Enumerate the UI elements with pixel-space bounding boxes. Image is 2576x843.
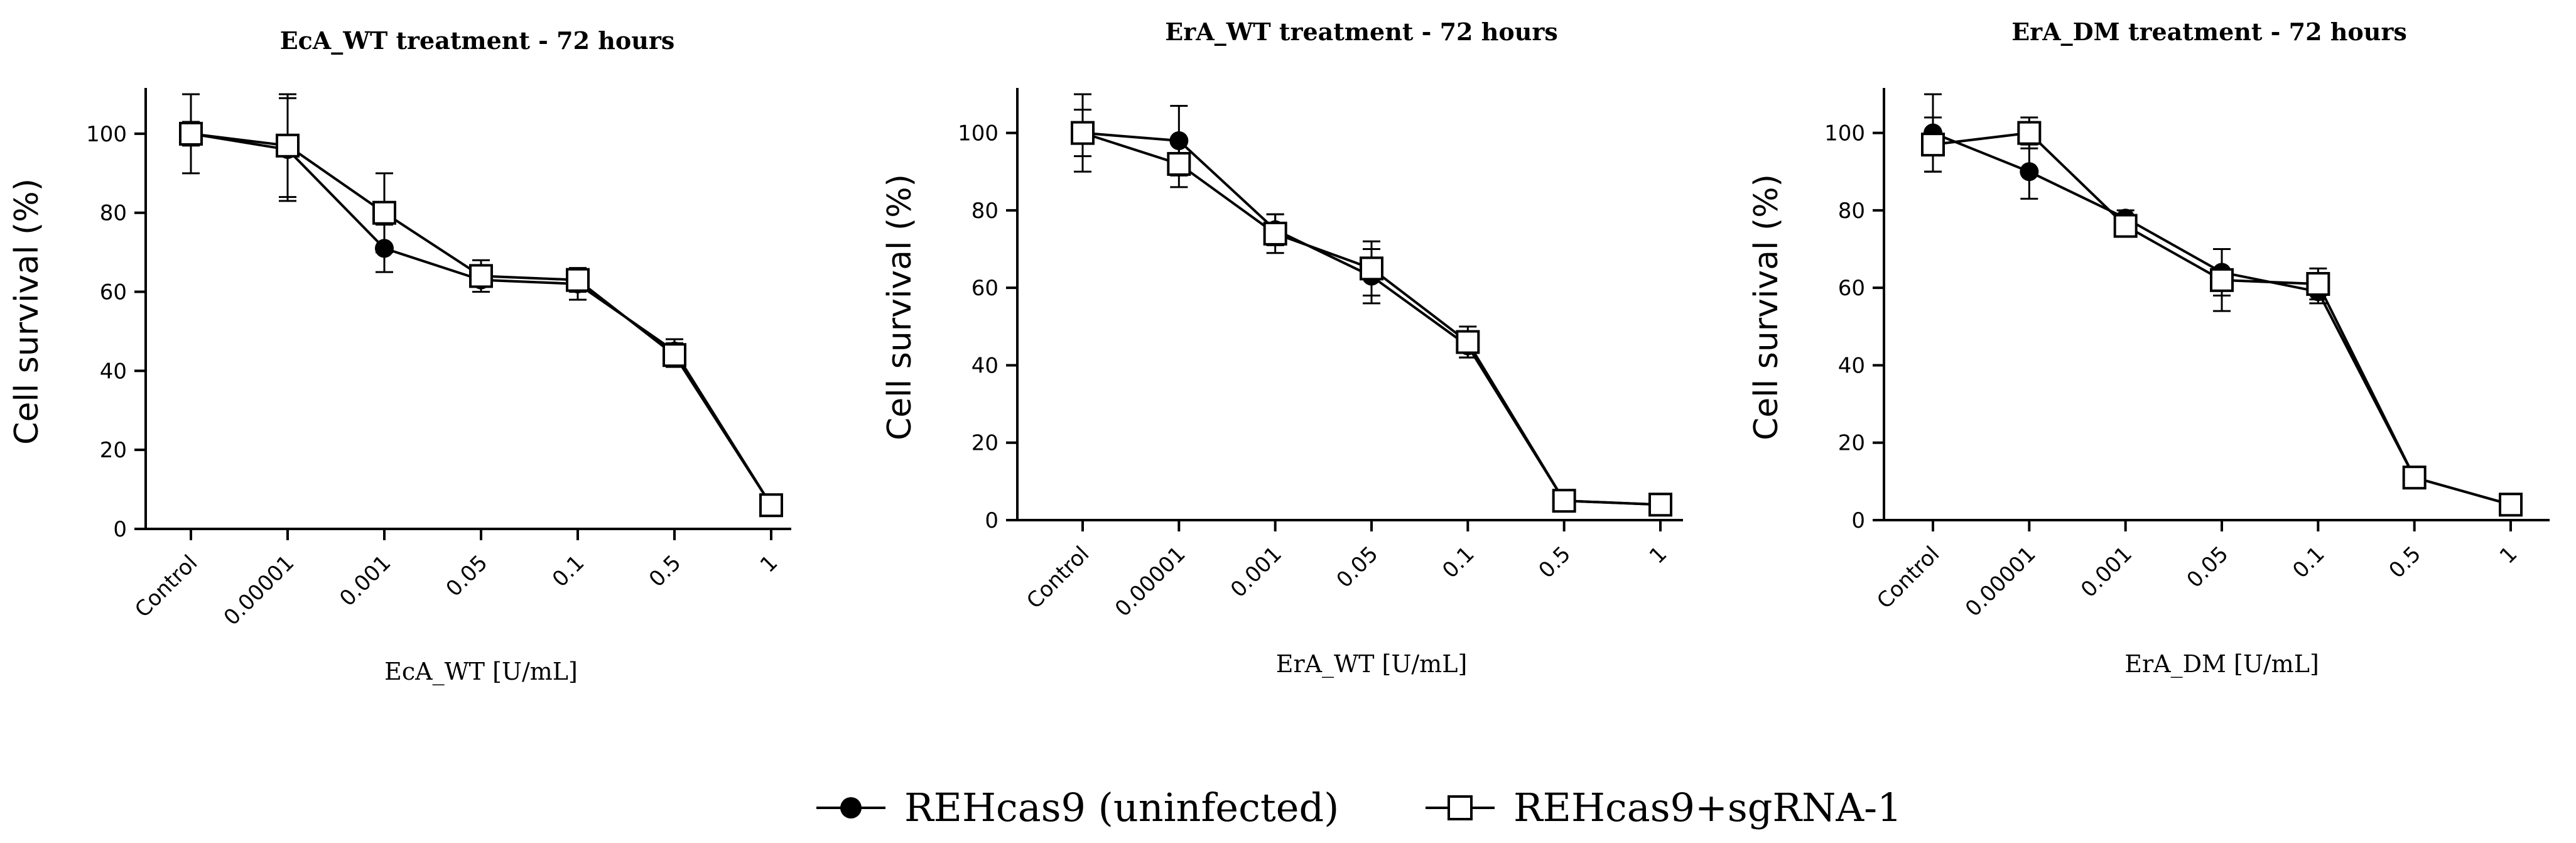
x-category-label: 0.05 (1332, 541, 1383, 593)
data-point (1921, 133, 1945, 157)
x-axis-label: ErA_DM [U/mL] (2124, 650, 2319, 678)
data-point (1360, 256, 1383, 281)
x-category-label: 1 (755, 550, 783, 578)
chart-panel-1: EcA_WT treatment - 72 hours 0 20 40 60 80 100 C… (8, 26, 791, 686)
series-1 (1074, 93, 1669, 514)
y-tick-label: 40 (100, 359, 127, 384)
data-point (2020, 162, 2039, 182)
legend-label-sgrna: REHcas9+sgRNA-1 (1513, 785, 1902, 830)
legend-item-sgrna: REHcas9+sgRNA-1 (1426, 785, 1902, 830)
data-point (663, 343, 686, 367)
x-category-label: 1 (2495, 541, 2523, 569)
data-point (1167, 151, 1191, 176)
data-point (2113, 214, 2138, 238)
series-line (190, 132, 772, 506)
data-point (375, 239, 394, 258)
data-point (2402, 465, 2427, 490)
y-tick-label: 0 (113, 517, 127, 542)
x-category-label: 0.05 (441, 550, 493, 602)
data-point (1648, 492, 1672, 517)
x-axis-label: ErA_WT [U/mL] (1276, 650, 1468, 678)
y-tick-label: 100 (958, 121, 998, 146)
data-point (372, 200, 396, 225)
y-tick-label: 80 (100, 201, 127, 226)
data-point (1169, 131, 1189, 150)
y-tick-label: 0 (985, 508, 998, 533)
series-line (1932, 131, 2511, 506)
x-category-label: 0.001 (1226, 541, 1287, 602)
y-tick-label: 60 (100, 280, 127, 305)
series-2 (182, 93, 780, 514)
y-tick-label: 40 (971, 353, 998, 378)
x-category-label: 0.05 (2182, 541, 2234, 593)
x-category-label: 0.5 (1534, 541, 1576, 584)
data-point (566, 268, 590, 292)
series-line (1082, 131, 1661, 506)
series-line (190, 132, 772, 506)
x-axis-label: EcA_WT [U/mL] (384, 658, 578, 686)
data-point (1263, 221, 1287, 246)
y-tick-label: 60 (1838, 276, 1865, 301)
series-2 (1074, 109, 1669, 514)
y-tick-label: 80 (971, 199, 998, 224)
y-tick-label: 60 (971, 276, 998, 301)
data-point (276, 133, 300, 158)
y-tick-label: 80 (1838, 199, 1865, 224)
y-tick-label: 20 (100, 438, 127, 463)
x-category-label: 0.00001 (1961, 541, 2041, 622)
data-point (469, 264, 493, 288)
legend-marker-filled-circle-icon (840, 797, 862, 819)
x-category-label: 0.5 (2384, 541, 2427, 584)
x-category-label: 0.5 (644, 550, 686, 592)
x-category-label: 0.1 (548, 550, 590, 592)
x-category-label: 0.00001 (219, 550, 300, 631)
series-2 (1924, 116, 2519, 510)
x-category-label: Control (130, 550, 202, 623)
chart-panels: EcA_WT treatment - 72 hours020406080100C… (8, 18, 2550, 686)
data-point (1071, 121, 1095, 145)
y-axis-label: Cell survival (%) (881, 174, 919, 440)
y-tick-label: 0 (1851, 508, 1865, 533)
y-tick-label: 20 (1838, 431, 1865, 456)
chart-panel-3: ErA_DM treatment - 72 hours 0 20 40 60 80 100 C… (1748, 18, 2550, 678)
legend-item-uninfected: REHcas9 (uninfected) (816, 785, 1339, 830)
y-tick-label: 100 (1824, 121, 1865, 146)
legend-label-uninfected: REHcas9 (uninfected) (904, 785, 1339, 830)
x-category-label: 0.1 (2288, 541, 2330, 584)
chart-title: EcA_WT treatment - 72 hours (280, 26, 675, 55)
x-category-label: Control (1022, 541, 1094, 614)
y-axis-label: Cell survival (%) (1748, 174, 1785, 440)
chart-panel-2: ErA_WT treatment - 72 hours 0 20 40 60 80 100 C… (881, 18, 1683, 678)
y-tick-label: 40 (1838, 353, 1865, 378)
data-point (1552, 489, 1576, 513)
y-tick-label: 20 (971, 431, 998, 456)
series-line (1082, 131, 1661, 506)
x-category-label: 0.1 (1437, 541, 1480, 584)
x-category-label: 0.001 (335, 550, 396, 611)
x-category-label: Control (1872, 541, 1944, 614)
legend-marker-open-square-icon (1448, 795, 1473, 820)
data-point (2499, 492, 2523, 517)
legend: REHcas9 (uninfected) REHcas9+sgRNA-1 (816, 785, 1902, 830)
data-point (759, 493, 783, 518)
y-tick-label: 100 (86, 122, 127, 147)
data-point (2017, 121, 2042, 145)
data-point (2210, 268, 2234, 292)
series-1 (182, 93, 780, 514)
x-category-label: 0.00001 (1110, 541, 1191, 622)
chart-title: ErA_WT treatment - 72 hours (1165, 18, 1558, 46)
data-point (1456, 330, 1480, 354)
x-category-label: 0.001 (2076, 541, 2137, 602)
data-point (179, 121, 203, 146)
x-category-label: 1 (1645, 541, 1672, 569)
series-line (1932, 131, 2511, 506)
data-point (2306, 272, 2330, 296)
y-axis-label: Cell survival (%) (8, 178, 46, 445)
chart-title: ErA_DM treatment - 72 hours (2011, 18, 2407, 46)
